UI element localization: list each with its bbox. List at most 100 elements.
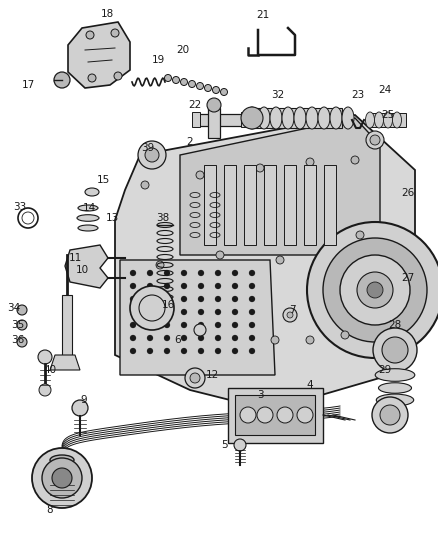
Circle shape [198, 296, 204, 302]
Circle shape [323, 238, 427, 342]
Circle shape [164, 335, 170, 341]
Text: 3: 3 [257, 390, 263, 400]
Bar [241, 112, 249, 127]
Circle shape [307, 222, 438, 358]
Text: 2: 2 [187, 137, 193, 147]
Circle shape [32, 448, 92, 508]
Circle shape [232, 296, 238, 302]
Ellipse shape [376, 394, 414, 406]
Circle shape [215, 309, 221, 315]
Text: 15: 15 [96, 175, 110, 185]
Circle shape [164, 348, 170, 354]
Bar [252, 108, 342, 128]
Text: 33: 33 [14, 202, 27, 212]
Polygon shape [180, 118, 380, 255]
Text: 4: 4 [307, 380, 313, 390]
Text: 20: 20 [177, 45, 190, 55]
Circle shape [130, 283, 136, 289]
Circle shape [181, 335, 187, 341]
Circle shape [232, 322, 238, 328]
Circle shape [164, 309, 170, 315]
Circle shape [249, 283, 255, 289]
Circle shape [216, 251, 224, 259]
Bar [228, 388, 323, 443]
Circle shape [147, 335, 153, 341]
Circle shape [287, 312, 293, 318]
Text: 38: 38 [156, 213, 170, 223]
Circle shape [380, 405, 400, 425]
Circle shape [357, 272, 393, 308]
Text: 13: 13 [106, 213, 119, 223]
Circle shape [198, 309, 204, 315]
Circle shape [198, 283, 204, 289]
Ellipse shape [246, 107, 258, 129]
Circle shape [164, 296, 170, 302]
Circle shape [54, 72, 70, 88]
Circle shape [232, 348, 238, 354]
Circle shape [367, 282, 383, 298]
Text: 39: 39 [141, 143, 155, 153]
Circle shape [215, 322, 221, 328]
Bar [194, 114, 249, 126]
Ellipse shape [306, 107, 318, 129]
Polygon shape [50, 355, 80, 370]
Circle shape [257, 407, 273, 423]
Circle shape [197, 83, 204, 90]
Circle shape [42, 458, 82, 498]
Circle shape [164, 283, 170, 289]
Text: 21: 21 [256, 10, 270, 20]
Circle shape [147, 348, 153, 354]
Circle shape [165, 75, 172, 82]
Text: 23: 23 [351, 90, 364, 100]
Circle shape [306, 336, 314, 344]
Text: 5: 5 [222, 440, 228, 450]
Circle shape [249, 348, 255, 354]
Circle shape [249, 270, 255, 276]
Circle shape [215, 270, 221, 276]
Ellipse shape [342, 107, 354, 129]
Circle shape [147, 322, 153, 328]
Circle shape [188, 80, 195, 87]
Circle shape [372, 397, 408, 433]
Circle shape [370, 135, 380, 145]
Ellipse shape [365, 112, 374, 128]
Circle shape [17, 305, 27, 315]
Circle shape [249, 309, 255, 315]
Text: 11: 11 [68, 253, 81, 263]
Ellipse shape [78, 205, 98, 211]
Circle shape [249, 335, 255, 341]
Polygon shape [120, 260, 275, 375]
Text: 8: 8 [47, 505, 53, 515]
Circle shape [147, 309, 153, 315]
Text: 29: 29 [378, 365, 392, 375]
Ellipse shape [50, 455, 74, 465]
Circle shape [198, 348, 204, 354]
Ellipse shape [78, 225, 98, 231]
Circle shape [366, 131, 384, 149]
Text: 28: 28 [389, 320, 402, 330]
Circle shape [130, 296, 136, 302]
Bar [204, 165, 216, 245]
Circle shape [130, 286, 174, 330]
Circle shape [181, 309, 187, 315]
Circle shape [194, 324, 206, 336]
Circle shape [180, 78, 187, 85]
Circle shape [215, 348, 221, 354]
Text: 7: 7 [289, 305, 295, 315]
Circle shape [356, 231, 364, 239]
Ellipse shape [378, 383, 411, 393]
Circle shape [141, 181, 149, 189]
Ellipse shape [330, 107, 342, 129]
Circle shape [185, 368, 205, 388]
Ellipse shape [374, 112, 384, 128]
Circle shape [181, 270, 187, 276]
Circle shape [198, 322, 204, 328]
Text: 35: 35 [11, 320, 25, 330]
Polygon shape [65, 245, 108, 288]
Bar [304, 165, 316, 245]
Circle shape [190, 373, 200, 383]
Circle shape [147, 296, 153, 302]
Circle shape [86, 31, 94, 39]
Circle shape [232, 335, 238, 341]
Circle shape [157, 297, 173, 313]
